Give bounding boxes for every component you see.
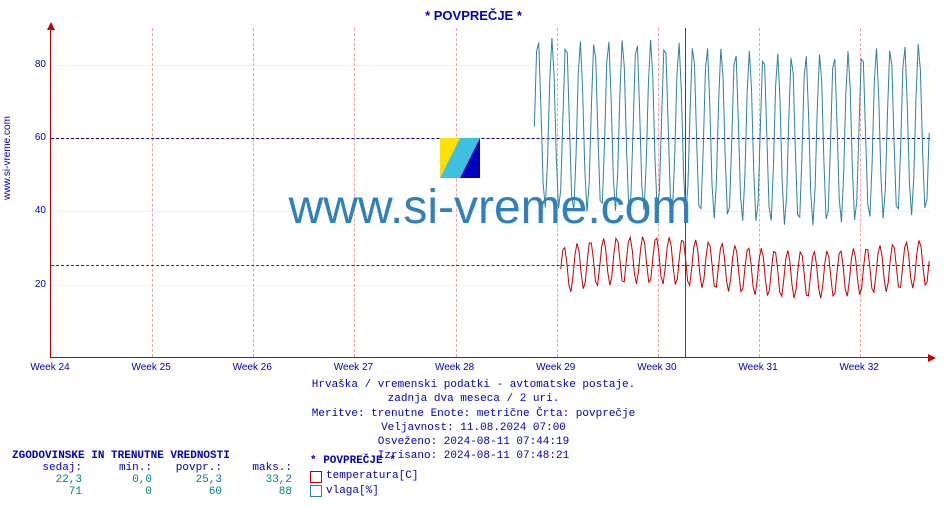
stats-cell: 33,2 <box>222 474 292 486</box>
y-tick: 80 <box>28 59 46 70</box>
x-tick: Week 29 <box>536 362 575 373</box>
stats-col-header: sedaj: <box>12 462 82 474</box>
meta-line: Hrvaška / vremenski podatki - avtomatske… <box>0 378 947 392</box>
stats-col-header: min.: <box>82 462 152 474</box>
x-tick: Week 28 <box>435 362 474 373</box>
stats-cell: 0,0 <box>82 474 152 486</box>
stats-row: 22,30,025,333,2 <box>12 474 292 486</box>
x-tick: Week 30 <box>637 362 676 373</box>
chart-title: * POVPREČJE * <box>0 8 947 23</box>
stats-cell: 60 <box>152 486 222 498</box>
y-axis-label: www.si-vreme.com <box>2 116 13 200</box>
meta-line: zadnja dva meseca / 2 uri. <box>0 392 947 406</box>
legend-title: * POVPREČJE * <box>310 455 418 467</box>
stats-cell: 88 <box>222 486 292 498</box>
legend-label: temperatura[C] <box>326 469 418 483</box>
x-tick: Week 32 <box>840 362 879 373</box>
stats-cell: 71 <box>12 486 82 498</box>
stats-col-header: povpr.: <box>152 462 222 474</box>
legend-label: vlaga[%] <box>326 484 379 498</box>
meta-line: Osveženo: 2024-08-11 07:44:19 <box>0 435 947 449</box>
x-tick: Week 25 <box>131 362 170 373</box>
x-tick: Week 24 <box>30 362 69 373</box>
y-tick: 40 <box>28 205 46 216</box>
stats-cell: 0 <box>82 486 152 498</box>
legend-item: temperatura[C] <box>310 469 418 483</box>
plot-area <box>50 28 930 358</box>
series-line <box>534 38 929 225</box>
stats-block: ZGODOVINSKE IN TRENUTNE VREDNOSTI sedaj:… <box>12 450 292 498</box>
stats-col-header: maks.: <box>222 462 292 474</box>
legend-swatch <box>310 485 322 497</box>
x-tick: Week 27 <box>334 362 373 373</box>
meta-line: Veljavnost: 11.08.2024 07:00 <box>0 421 947 435</box>
stats-cell: 25,3 <box>152 474 222 486</box>
series-line <box>561 237 929 299</box>
y-tick: 60 <box>28 132 46 143</box>
legend-swatch <box>310 471 322 483</box>
legend: * POVPREČJE * temperatura[C]vlaga[%] <box>310 455 418 498</box>
stats-header: sedaj:min.:povpr.:maks.: <box>12 462 292 474</box>
stats-row: 7106088 <box>12 486 292 498</box>
y-tick: 20 <box>28 279 46 290</box>
stats-cell: 22,3 <box>12 474 82 486</box>
x-tick: Week 31 <box>738 362 777 373</box>
x-tick: Week 26 <box>233 362 272 373</box>
series-svg <box>51 28 930 357</box>
watermark-icon <box>440 138 480 178</box>
stats-title: ZGODOVINSKE IN TRENUTNE VREDNOSTI <box>12 450 292 462</box>
legend-item: vlaga[%] <box>310 484 418 498</box>
meta-line: Meritve: trenutne Enote: metrične Črta: … <box>0 407 947 421</box>
